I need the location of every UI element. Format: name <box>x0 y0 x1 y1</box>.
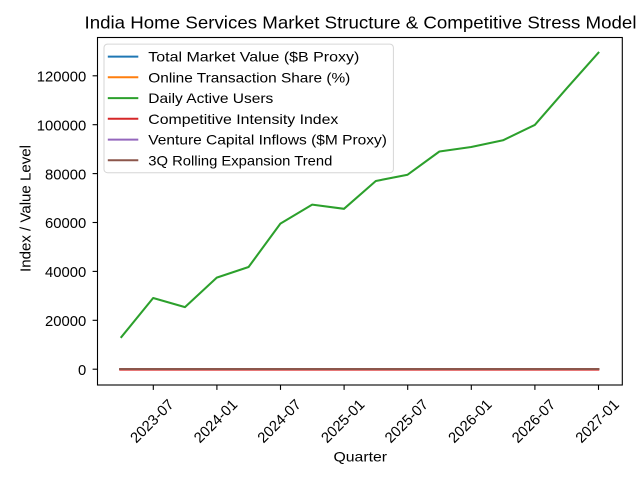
svg-text:3Q Rolling Expansion Trend: 3Q Rolling Expansion Trend <box>148 152 332 168</box>
svg-text:120000: 120000 <box>37 70 86 86</box>
svg-text:Daily Active Users: Daily Active Users <box>148 90 273 106</box>
svg-text:0: 0 <box>78 363 86 379</box>
svg-text:Online Transaction Share (%): Online Transaction Share (%) <box>148 69 350 85</box>
svg-text:India Home Services Market Str: India Home Services Market Structure & C… <box>85 13 637 33</box>
svg-text:80000: 80000 <box>45 167 86 183</box>
svg-text:Index / Value Level: Index / Value Level <box>19 145 35 272</box>
svg-text:Venture Capital Inflows ($M Pr: Venture Capital Inflows ($M Proxy) <box>148 132 387 148</box>
svg-text:40000: 40000 <box>45 265 86 281</box>
svg-text:60000: 60000 <box>45 216 86 232</box>
svg-text:Quarter: Quarter <box>334 449 388 465</box>
svg-text:100000: 100000 <box>37 118 86 134</box>
svg-text:Competitive Intensity Index: Competitive Intensity Index <box>148 111 338 127</box>
svg-text:20000: 20000 <box>45 314 86 330</box>
svg-text:Total Market Value ($B Proxy): Total Market Value ($B Proxy) <box>148 49 359 65</box>
